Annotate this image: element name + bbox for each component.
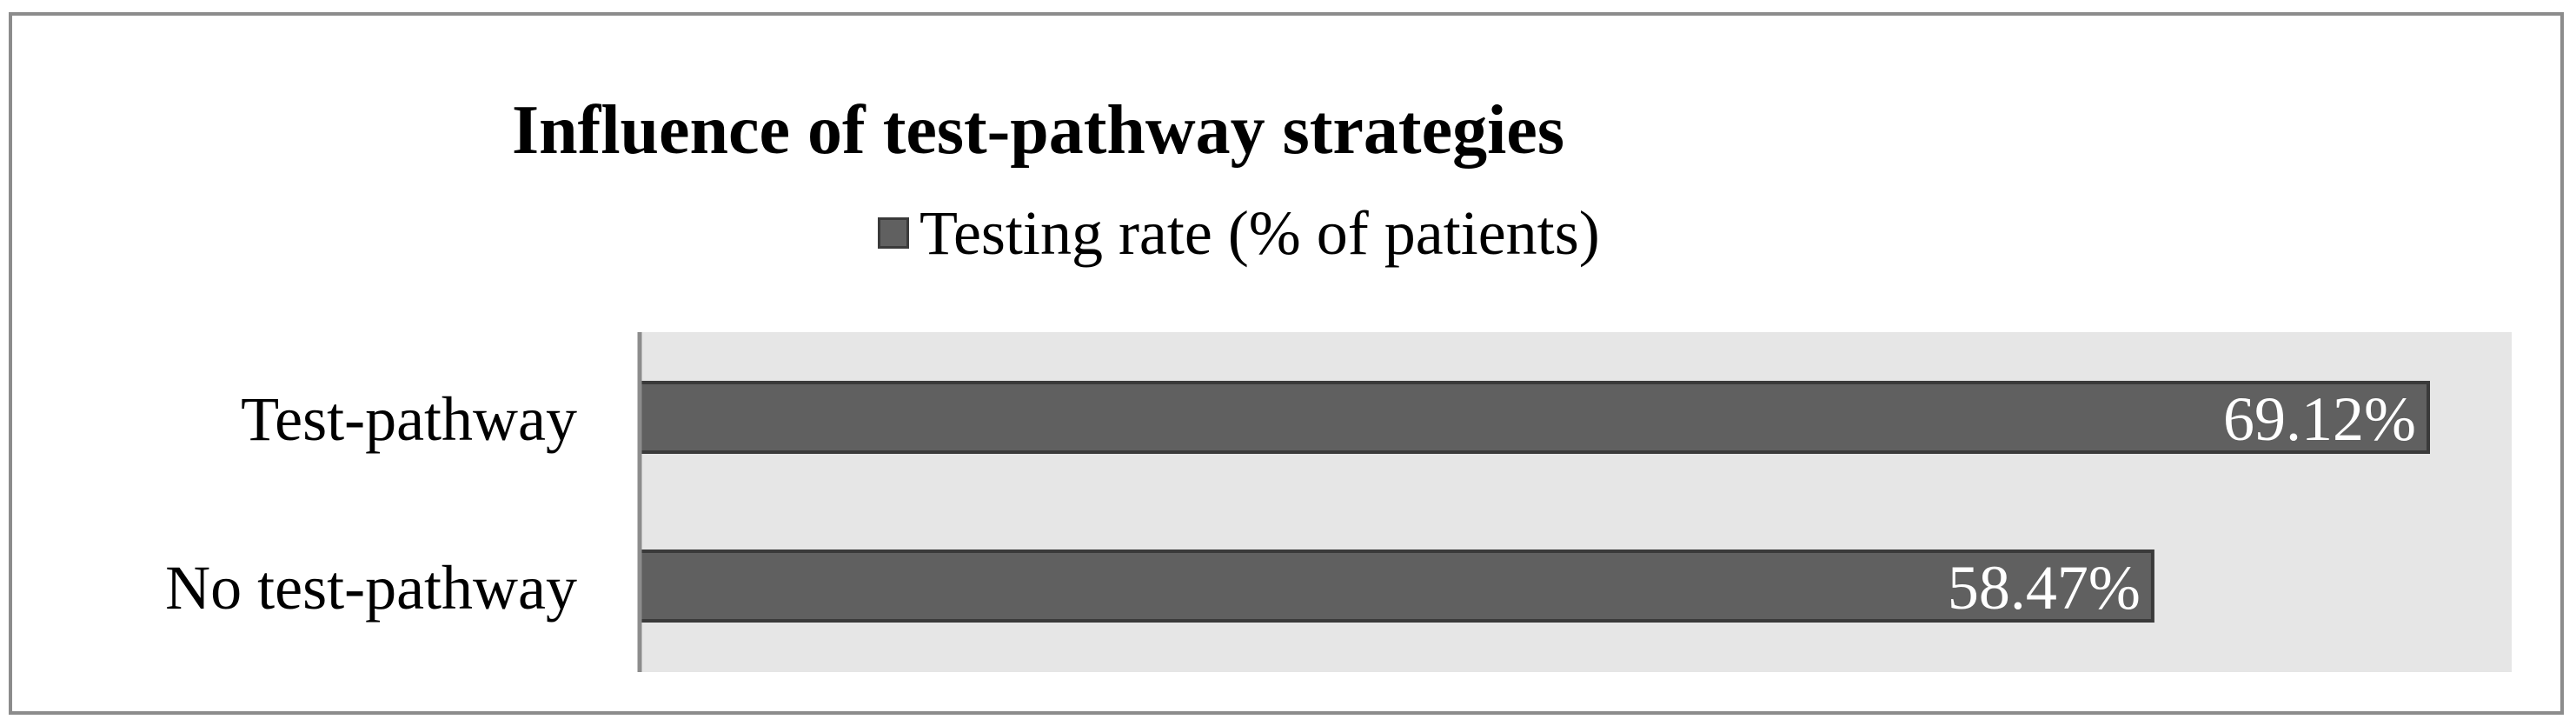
category-label: No test-pathway	[165, 553, 577, 623]
bar	[638, 381, 2430, 454]
bar	[638, 549, 2154, 623]
data-label: 69.12%	[2223, 384, 2416, 454]
chart-title: Influence of test-pathway strategies	[512, 92, 1564, 169]
legend-swatch	[878, 217, 909, 249]
data-label: 58.47%	[1948, 553, 2141, 623]
category-label: Test-pathway	[241, 384, 577, 454]
legend-label: Testing rate (% of patients)	[920, 198, 1600, 268]
chart-legend: Testing rate (% of patients)	[878, 200, 1600, 266]
